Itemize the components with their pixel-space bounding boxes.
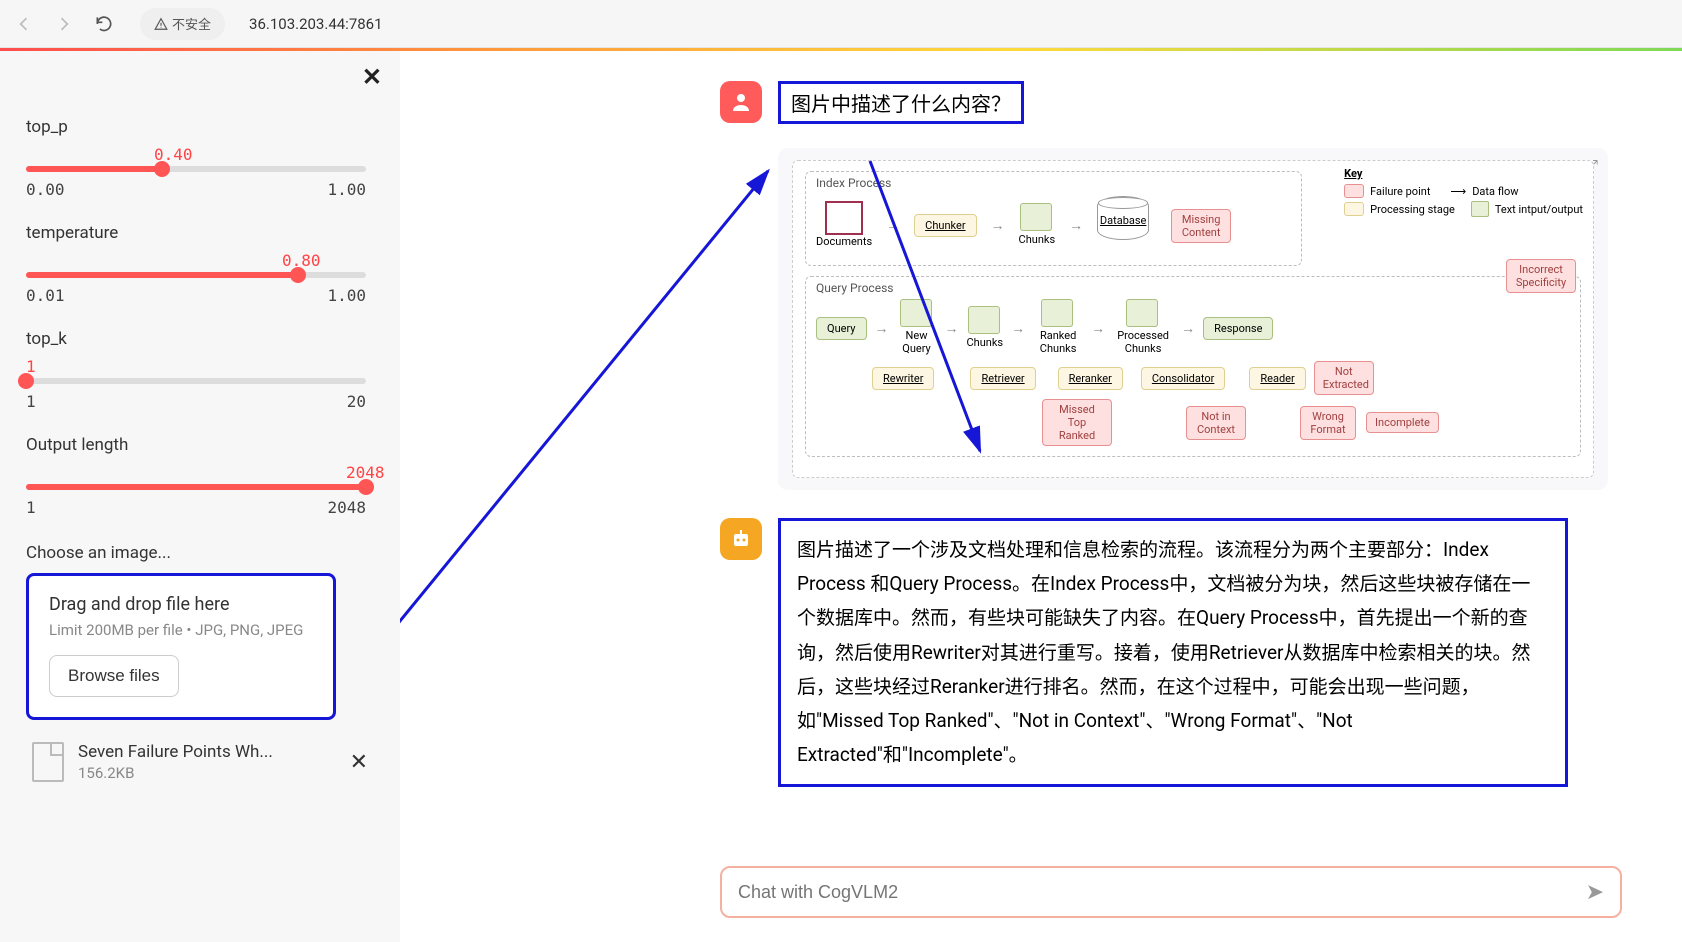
dropzone-sub: Limit 200MB per file • JPG, PNG, JPEG (49, 621, 313, 639)
sidebar: ✕ top_p0.400.001.00temperature0.800.011.… (0, 51, 400, 942)
chat-content: 图片中描述了什么内容？ ⤢ Key Failure point⟶Data flo… (400, 51, 1682, 942)
send-icon[interactable]: ➤ (1586, 880, 1604, 905)
close-icon[interactable]: ✕ (362, 63, 382, 91)
url-text: 36.103.203.44:7861 (249, 15, 383, 33)
index-process-title: Index Process (816, 176, 891, 190)
bot-avatar-icon (720, 518, 762, 560)
key-title: Key (1344, 167, 1583, 180)
file-name: Seven Failure Points Wh... (78, 742, 273, 762)
browser-bar: 不安全 36.103.203.44:7861 (0, 0, 1682, 48)
file-dropzone[interactable]: Drag and drop file here Limit 200MB per … (26, 573, 336, 720)
slider-top_p[interactable] (26, 166, 366, 172)
back-icon[interactable] (12, 12, 36, 36)
param-label: top_p (26, 117, 374, 137)
user-avatar-icon (720, 81, 762, 123)
url-bar[interactable]: 不安全 (140, 8, 225, 40)
user-message-row: 图片中描述了什么内容？ (720, 81, 1642, 124)
bot-message-row: 图片描述了一个涉及文档处理和信息检索的流程。该流程分为两个主要部分：Index … (720, 518, 1642, 787)
browse-files-button[interactable]: Browse files (49, 655, 179, 697)
file-size: 156.2KB (78, 764, 273, 782)
param-label: top_k (26, 329, 374, 349)
slider-top_k[interactable] (26, 378, 366, 384)
param-label: temperature (26, 223, 374, 243)
chat-input[interactable]: ➤ (720, 866, 1622, 918)
user-question: 图片中描述了什么内容？ (778, 81, 1024, 124)
slider-temperature[interactable] (26, 272, 366, 278)
query-process-title: Query Process (816, 281, 893, 295)
bot-answer: 图片描述了一个涉及文档处理和信息检索的流程。该流程分为两个主要部分：Index … (778, 518, 1568, 787)
insecure-label: 不安全 (172, 14, 211, 33)
chat-text-input[interactable] (738, 882, 1586, 903)
remove-file-icon[interactable]: ✕ (350, 750, 368, 775)
insecure-icon: 不安全 (154, 14, 211, 33)
choose-image-label: Choose an image... (26, 543, 374, 563)
uploaded-file-row: Seven Failure Points Wh... 156.2KB ✕ (26, 742, 374, 782)
reload-icon[interactable] (92, 12, 116, 36)
file-icon (32, 742, 64, 782)
diagram-image: ⤢ Key Failure point⟶Data flow Processing… (778, 148, 1608, 490)
forward-icon[interactable] (52, 12, 76, 36)
dropzone-title: Drag and drop file here (49, 594, 313, 615)
slider-value: 1 (26, 357, 374, 376)
slider-value: 0.40 (154, 145, 374, 164)
diagram-key: Key Failure point⟶Data flow Processing s… (1344, 167, 1583, 220)
slider-Output length[interactable] (26, 484, 366, 490)
param-label: Output length (26, 435, 374, 455)
